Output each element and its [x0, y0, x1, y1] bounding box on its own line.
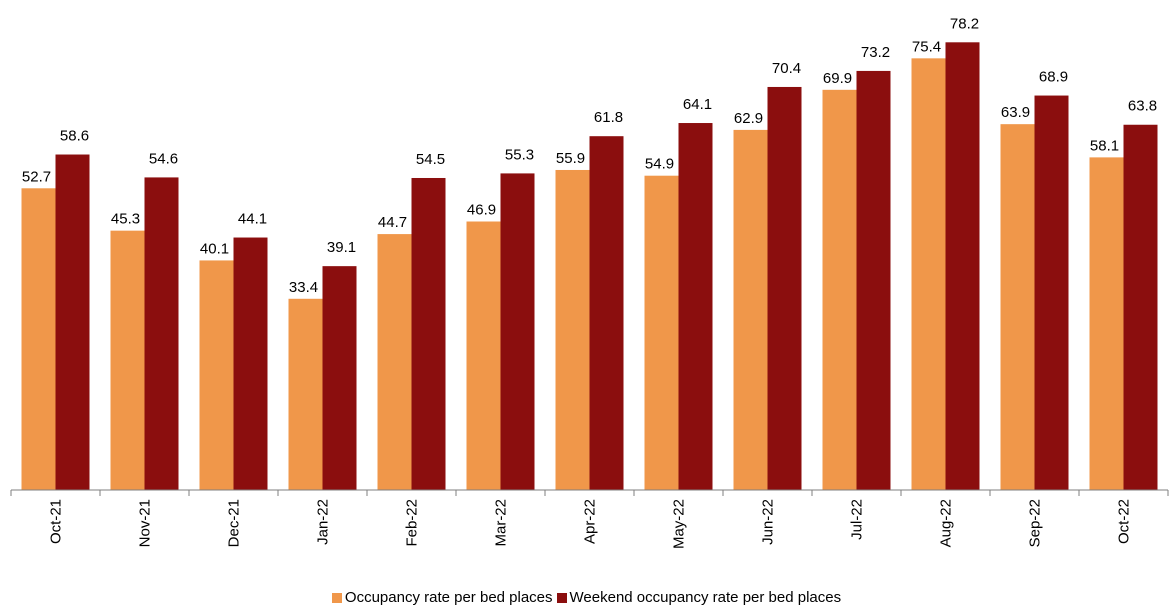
bar-weekend-occupancy-apr-22 [589, 136, 624, 490]
bar-weekend-occupancy-dec-21 [233, 237, 268, 490]
legend-item-weekend-occupancy: Weekend occupancy rate per bed places [556, 589, 842, 606]
bar-occupancy-jun-22 [733, 129, 768, 490]
x-tick-label-nov-21: Nov-21 [137, 499, 154, 547]
bar-weekend-occupancy-mar-22 [500, 173, 535, 490]
label-weekend-occupancy-sep-22: 68.9 [1039, 69, 1068, 86]
bar-occupancy-jan-22 [288, 298, 323, 490]
bar-weekend-occupancy-may-22 [678, 123, 713, 490]
label-weekend-occupancy-jul-22: 73.2 [861, 44, 890, 61]
x-tick-label-oct-21: Oct-21 [48, 499, 65, 544]
bar-weekend-occupancy-feb-22 [411, 177, 446, 491]
bar-occupancy-aug-22 [911, 58, 946, 491]
bar-weekend-occupancy-sep-22 [1034, 95, 1069, 491]
label-weekend-occupancy-nov-21: 54.6 [149, 150, 178, 167]
x-ticks-group: Oct-21 Nov-21 Dec-21 Jan-22 Feb-22 Mar-22 Apr-… [10, 490, 1169, 549]
label-occupancy-sep-22: 63.9 [1001, 104, 1030, 121]
bar-occupancy-mar-22 [466, 221, 501, 490]
x-tick-label-feb-22: Feb-22 [404, 499, 421, 547]
bar-occupancy-apr-22 [555, 169, 590, 490]
label-occupancy-may-22: 54.9 [645, 156, 674, 173]
x-tick-label-aug-22: Aug-22 [938, 499, 955, 547]
occupancy-bar-chart: 52.7 58.6 45.3 54.6 40.1 44.1 33.4 39.1 44.7 54.5… [10, 15, 1169, 549]
label-occupancy-jul-22: 69.9 [823, 70, 852, 87]
label-occupancy-apr-22: 55.9 [556, 150, 585, 167]
label-weekend-occupancy-may-22: 64.1 [683, 96, 712, 113]
value-labels-group: 52.7 58.6 45.3 54.6 40.1 44.1 33.4 39.1 44.7 54.5… [22, 15, 1157, 295]
x-tick-label-jul-22: Jul-22 [849, 499, 866, 540]
label-weekend-occupancy-feb-22: 54.5 [416, 151, 445, 168]
label-weekend-occupancy-aug-22: 78.2 [950, 15, 979, 32]
bar-weekend-occupancy-oct-21 [55, 154, 90, 490]
bar-occupancy-oct-22 [1089, 157, 1124, 490]
bar-occupancy-feb-22 [377, 234, 412, 490]
bar-weekend-occupancy-oct-22 [1123, 124, 1158, 491]
label-occupancy-oct-22: 58.1 [1090, 137, 1119, 154]
bar-occupancy-sep-22 [1000, 124, 1035, 491]
label-occupancy-nov-21: 45.3 [111, 211, 140, 228]
legend-label-weekend-occupancy: Weekend occupancy rate per bed places [569, 589, 842, 606]
bar-weekend-occupancy-nov-21 [144, 177, 179, 491]
label-weekend-occupancy-apr-22: 61.8 [594, 109, 623, 126]
x-tick-label-oct-22: Oct-22 [1116, 499, 1133, 544]
label-weekend-occupancy-jan-22: 39.1 [327, 239, 356, 256]
label-occupancy-feb-22: 44.7 [378, 214, 407, 231]
bar-occupancy-jul-22 [822, 89, 857, 490]
label-weekend-occupancy-oct-22: 63.8 [1128, 98, 1157, 115]
x-tick-label-may-22: May-22 [671, 499, 688, 549]
x-tick-label-dec-21: Dec-21 [226, 499, 243, 547]
bar-weekend-occupancy-jun-22 [767, 86, 802, 491]
label-occupancy-jun-22: 62.9 [734, 110, 763, 127]
bar-occupancy-may-22 [644, 175, 679, 490]
bar-occupancy-oct-21 [21, 188, 56, 491]
bar-weekend-occupancy-aug-22 [945, 42, 980, 491]
legend-swatch-weekend-occupancy [556, 592, 567, 603]
label-weekend-occupancy-oct-21: 58.6 [60, 128, 89, 145]
label-occupancy-mar-22: 46.9 [467, 201, 496, 218]
label-weekend-occupancy-jun-22: 70.4 [772, 60, 801, 77]
label-occupancy-dec-21: 40.1 [200, 240, 229, 257]
x-tick-label-sep-22: Sep-22 [1027, 499, 1044, 547]
legend-label-occupancy: Occupancy rate per bed places [344, 589, 553, 606]
label-occupancy-oct-21: 52.7 [22, 168, 51, 185]
bar-weekend-occupancy-jan-22 [322, 266, 357, 490]
x-tick-label-mar-22: Mar-22 [493, 499, 510, 547]
bar-occupancy-nov-21 [110, 230, 145, 490]
bar-weekend-occupancy-jul-22 [856, 70, 891, 491]
label-occupancy-jan-22: 33.4 [289, 279, 318, 296]
legend-item-occupancy: Occupancy rate per bed places [331, 589, 553, 606]
legend-swatch-occupancy [331, 592, 342, 603]
label-weekend-occupancy-dec-21: 44.1 [238, 211, 267, 228]
label-occupancy-aug-22: 75.4 [912, 38, 941, 55]
x-tick-label-jan-22: Jan-22 [315, 499, 332, 545]
label-weekend-occupancy-mar-22: 55.3 [505, 146, 534, 163]
bars-group [21, 42, 1158, 491]
x-tick-label-apr-22: Apr-22 [582, 499, 599, 544]
bar-occupancy-dec-21 [199, 260, 234, 490]
x-tick-label-jun-22: Jun-22 [760, 499, 777, 545]
legend: Occupancy rate per bed places Weekend oc… [0, 589, 1173, 606]
